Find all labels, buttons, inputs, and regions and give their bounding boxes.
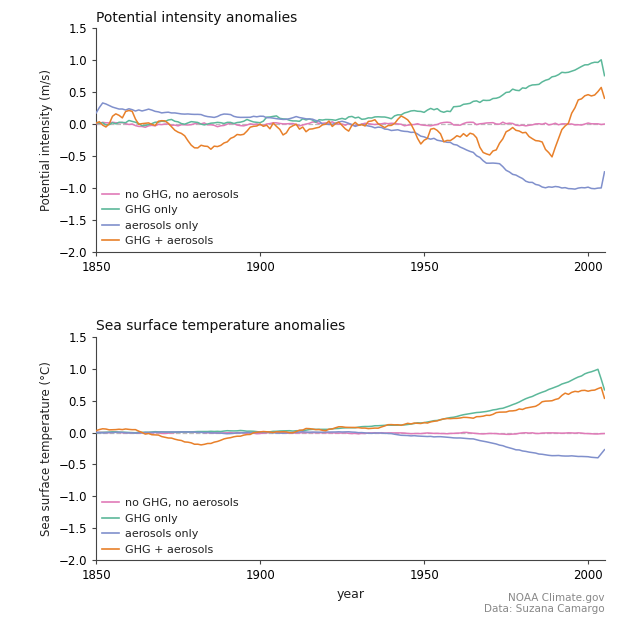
Y-axis label: Sea surface temperature (°C): Sea surface temperature (°C) <box>40 361 53 536</box>
Y-axis label: Potential intensity (m/s): Potential intensity (m/s) <box>40 69 53 211</box>
X-axis label: year: year <box>336 588 365 601</box>
Legend: no GHG, no aerosols, GHG only, aerosols only, GHG + aerosols: no GHG, no aerosols, GHG only, aerosols … <box>102 190 239 246</box>
Text: NOAA Climate.gov: NOAA Climate.gov <box>508 592 604 603</box>
Text: Sea surface temperature anomalies: Sea surface temperature anomalies <box>96 319 345 333</box>
Legend: no GHG, no aerosols, GHG only, aerosols only, GHG + aerosols: no GHG, no aerosols, GHG only, aerosols … <box>102 498 239 555</box>
Text: Data: Suzana Camargo: Data: Suzana Camargo <box>484 604 604 614</box>
Text: Potential intensity anomalies: Potential intensity anomalies <box>96 11 298 25</box>
